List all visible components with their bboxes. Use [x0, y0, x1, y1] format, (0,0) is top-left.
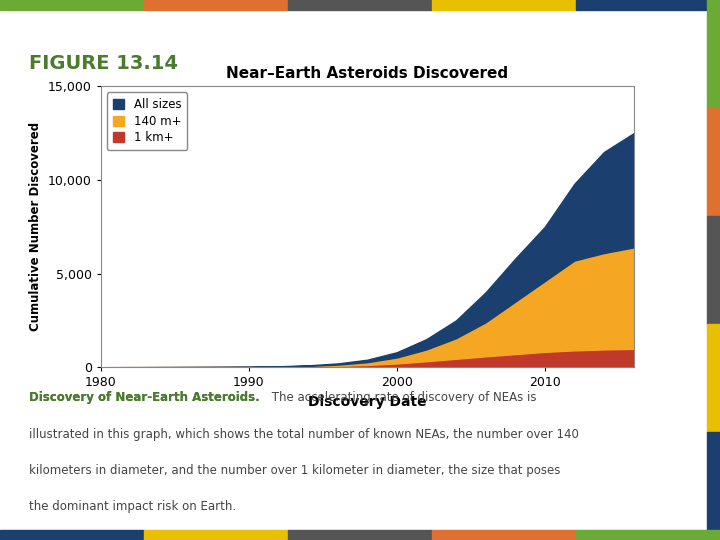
Text: The accelerating rate of discovery of NEAs is: The accelerating rate of discovery of NE…	[268, 392, 536, 404]
Y-axis label: Cumulative Number Discovered: Cumulative Number Discovered	[30, 122, 42, 332]
Text: Discovery of Near-Earth Asteroids.: Discovery of Near-Earth Asteroids.	[29, 392, 259, 404]
Legend: All sizes, 140 m+, 1 km+: All sizes, 140 m+, 1 km+	[107, 92, 187, 150]
Text: FIGURE 13.14: FIGURE 13.14	[29, 54, 178, 73]
Text: the dominant impact risk on Earth.: the dominant impact risk on Earth.	[29, 500, 236, 513]
Title: Near–Earth Asteroids Discovered: Near–Earth Asteroids Discovered	[226, 66, 508, 81]
X-axis label: Discovery Date: Discovery Date	[308, 395, 426, 409]
Text: illustrated in this graph, which shows the total number of known NEAs, the numbe: illustrated in this graph, which shows t…	[29, 428, 579, 441]
Text: Discovery of Near-Earth Asteroids.: Discovery of Near-Earth Asteroids.	[29, 392, 259, 404]
Text: kilometers in diameter, and the number over 1 kilometer in diameter, the size th: kilometers in diameter, and the number o…	[29, 464, 560, 477]
